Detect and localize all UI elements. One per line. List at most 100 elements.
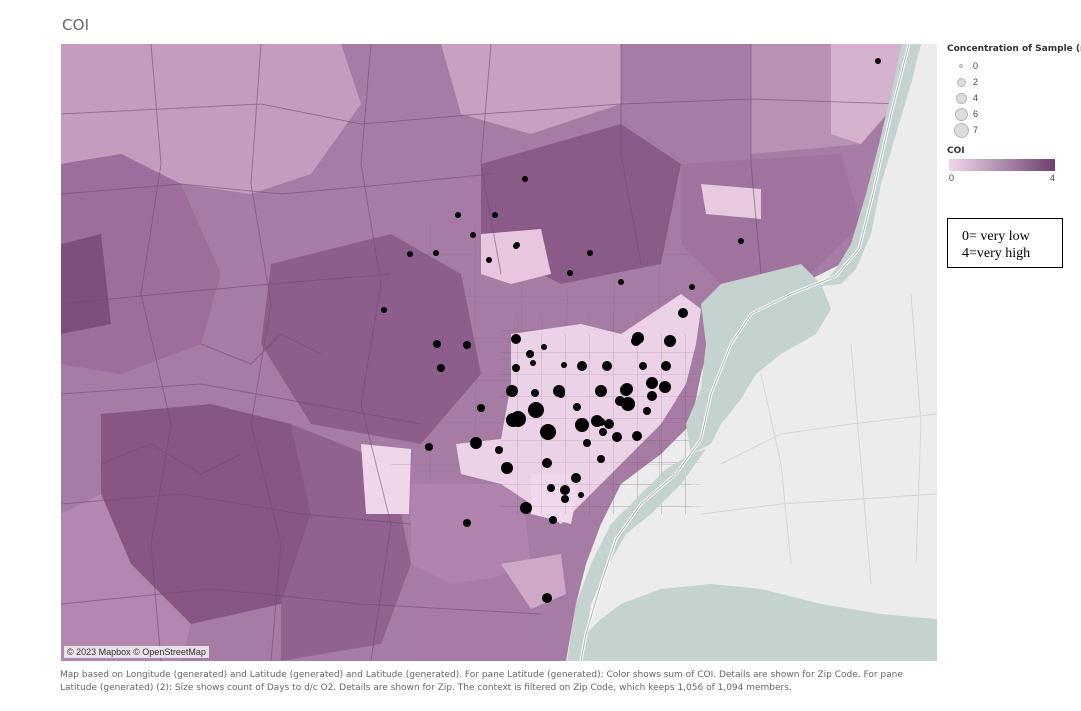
sample-dot[interactable] — [492, 212, 498, 218]
color-ramp-min: 0 — [949, 173, 955, 183]
sample-dot[interactable] — [433, 250, 439, 256]
lake-st-clair — [686, 264, 831, 454]
sample-dot[interactable] — [513, 243, 519, 249]
sample-dots[interactable] — [381, 58, 881, 603]
sample-dot[interactable] — [595, 385, 607, 397]
sample-dot[interactable] — [510, 411, 526, 427]
size-legend-label: 4 — [973, 93, 979, 103]
sample-dot[interactable] — [520, 502, 532, 514]
sample-dot[interactable] — [542, 458, 552, 468]
size-legend-title: Concentration of Sample (n) — [947, 44, 1081, 54]
sample-dot[interactable] — [407, 251, 413, 257]
color-ramp[interactable] — [949, 159, 1055, 171]
sample-dot[interactable] — [531, 389, 539, 397]
sample-dot[interactable] — [604, 419, 614, 429]
sample-dot[interactable] — [557, 390, 565, 398]
sample-dot[interactable] — [542, 593, 552, 603]
sample-dot[interactable] — [689, 284, 695, 290]
sample-dot[interactable] — [561, 495, 569, 503]
map-canvas[interactable] — [61, 44, 937, 661]
sample-dot[interactable] — [602, 361, 612, 371]
sample-dot[interactable] — [549, 516, 557, 524]
map-title: COI — [62, 16, 90, 34]
size-legend-item[interactable]: 0 — [951, 58, 1077, 74]
size-legend-dot — [953, 122, 969, 138]
choropleth-map[interactable]: © 2023 Mapbox © OpenStreetMap — [61, 44, 937, 661]
sample-dot[interactable] — [578, 492, 584, 498]
sample-dot[interactable] — [560, 485, 570, 495]
sample-dot[interactable] — [664, 335, 676, 347]
sample-dot[interactable] — [501, 462, 513, 474]
sample-dot[interactable] — [661, 361, 671, 371]
sample-dot[interactable] — [526, 350, 534, 358]
sample-dot[interactable] — [477, 404, 485, 412]
sample-dot[interactable] — [455, 212, 461, 218]
sample-dot[interactable] — [561, 362, 567, 368]
sample-dot[interactable] — [639, 362, 647, 370]
pontiac-area — [481, 229, 551, 284]
sample-dot[interactable] — [522, 176, 528, 182]
color-legend-title: COI — [947, 146, 965, 156]
sample-dot[interactable] — [599, 428, 607, 436]
sample-dot[interactable] — [618, 279, 624, 285]
sample-dot[interactable] — [583, 439, 591, 447]
size-legend: 0 2 4 6 7 — [947, 58, 1077, 138]
sample-dot[interactable] — [647, 391, 657, 401]
sample-dot[interactable] — [463, 341, 471, 349]
sample-dot[interactable] — [486, 257, 492, 263]
sample-dot[interactable] — [646, 377, 658, 389]
sample-dot[interactable] — [659, 381, 671, 393]
sample-dot[interactable] — [632, 332, 644, 344]
scale-note: 0= very low 4=very high — [947, 218, 1063, 268]
sample-dot[interactable] — [567, 270, 573, 276]
st-clair-river — [821, 44, 921, 286]
sample-dot[interactable] — [540, 424, 556, 440]
sample-dot[interactable] — [573, 403, 581, 411]
map-footnote: Map based on Longitude (generated) and L… — [60, 670, 903, 693]
size-legend-label: 7 — [973, 125, 979, 135]
sample-dot[interactable] — [381, 307, 387, 313]
sample-dot[interactable] — [506, 385, 518, 397]
sample-dot[interactable] — [587, 250, 593, 256]
size-legend-dot — [956, 77, 966, 87]
sample-dot[interactable] — [575, 418, 589, 432]
lake-erie — [581, 584, 937, 661]
color-ramp-labels: 0 4 — [949, 173, 1055, 183]
sample-dot[interactable] — [511, 334, 521, 344]
sample-dot[interactable] — [528, 402, 544, 418]
sample-dot[interactable] — [571, 473, 581, 483]
sample-dot[interactable] — [547, 484, 555, 492]
sample-dot[interactable] — [437, 364, 445, 372]
sample-dot[interactable] — [512, 364, 520, 372]
sample-dot[interactable] — [632, 431, 642, 441]
sample-dot[interactable] — [530, 360, 536, 366]
sample-dot[interactable] — [425, 443, 433, 451]
sample-dot[interactable] — [621, 383, 633, 395]
sample-dot[interactable] — [612, 432, 622, 442]
size-legend-item[interactable]: 2 — [951, 74, 1077, 90]
sample-dot[interactable] — [597, 455, 605, 463]
sample-dot[interactable] — [470, 232, 476, 238]
scale-note-high: 4=very high — [962, 246, 1031, 261]
map-attribution[interactable]: © 2023 Mapbox © OpenStreetMap — [64, 646, 209, 658]
size-legend-item[interactable]: 4 — [951, 90, 1077, 106]
size-legend-dot — [954, 107, 968, 121]
size-legend-item[interactable]: 7 — [951, 122, 1077, 138]
sample-dot[interactable] — [463, 519, 471, 527]
scale-note-low: 0= very low — [962, 229, 1030, 244]
sample-dot[interactable] — [495, 446, 503, 454]
sample-dot[interactable] — [621, 397, 635, 411]
sample-dot[interactable] — [541, 344, 547, 350]
sample-dot[interactable] — [577, 361, 587, 371]
size-legend-label: 6 — [973, 109, 979, 119]
size-legend-dot — [955, 92, 967, 104]
size-legend-dot — [959, 64, 963, 68]
sample-dot[interactable] — [643, 407, 651, 415]
sample-dot[interactable] — [875, 58, 881, 64]
sample-dot[interactable] — [591, 415, 603, 427]
sample-dot[interactable] — [433, 340, 441, 348]
size-legend-item[interactable]: 6 — [951, 106, 1077, 122]
sample-dot[interactable] — [470, 437, 482, 449]
sample-dot[interactable] — [678, 308, 688, 318]
sample-dot[interactable] — [738, 238, 744, 244]
